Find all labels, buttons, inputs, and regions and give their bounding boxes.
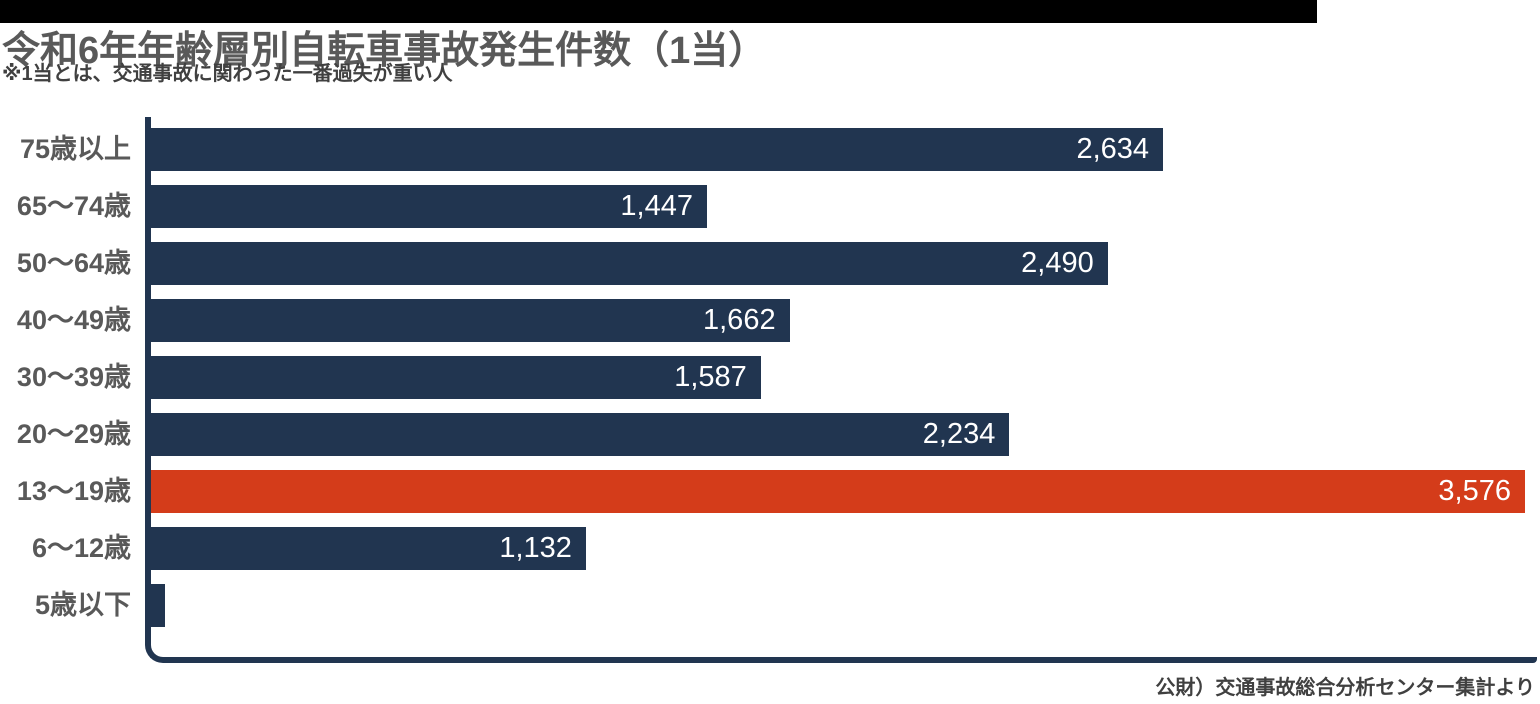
y-axis-label: 40〜49歳 [16,305,131,335]
bar: 1,662 [151,299,790,342]
bar: 1,447 [151,185,707,228]
bar-chart-axis-frame: 2,634 1,447 2,490 1,662 1,587 2,234 3,576 1,132… [145,117,1540,663]
bar: 2,634 [151,128,1164,171]
bar: 1,132 [151,527,586,570]
bar-value-label: 2,234 [922,418,996,450]
bar-value-label: 2,490 [1021,247,1094,279]
y-axis-label: 65〜74歳 [16,191,131,221]
bar-value-label: 1,447 [620,190,693,222]
bar-highlighted: 3,576 [151,470,1525,513]
bar: 2,490 [151,242,1108,285]
black-overlay-bar [0,0,1317,23]
y-axis-labels: 75歳以上 65〜74歳 50〜64歳 40〜49歳 30〜39歳 20〜29歳 13〜19… [0,117,131,627]
y-axis-label: 50〜64歳 [16,248,131,278]
bar-value-label: 1,132 [499,532,572,564]
bar-value-label: 2,634 [1076,133,1150,165]
bar-row: 14 [151,584,1540,627]
y-axis-label: 30〜39歳 [16,362,131,392]
bar-row: 1,662 [151,299,1525,342]
bar-value-label: 3,576 [1438,475,1511,507]
source-credit: 公財）交通事故総合分析センター集計より [1155,677,1535,699]
bar-row: 1,447 [151,185,1525,228]
bar-row: 2,490 [151,242,1525,285]
bar-value-label: 1,662 [703,304,776,336]
bar: 2,234 [151,413,1010,456]
bar-row: 3,576 [151,470,1525,513]
y-axis-label: 13〜19歳 [16,476,131,506]
bar-row: 1,587 [151,356,1525,399]
y-axis-label: 20〜29歳 [16,419,131,449]
chart-title: 令和6年年齢層別自転車事故発生件数（1当） [2,30,767,73]
bar-row: 2,234 [151,413,1525,456]
bar-row: 2,634 [151,128,1525,171]
y-axis-label: 75歳以上 [19,134,131,164]
bar: 1,587 [151,356,761,399]
chart-footnote: ※1当とは、交通事故に関わった一番過失が重い人 [2,63,453,85]
bar-value-label: 14 [1538,584,1540,627]
bar-row: 1,132 [151,527,1525,570]
y-axis-label: 6〜12歳 [31,533,131,563]
bar-chart-plot-area: 2,634 1,447 2,490 1,662 1,587 2,234 3,576 1,132… [151,117,1540,657]
bar-value-label: 1,587 [674,361,747,393]
y-axis-label: 5歳以下 [34,590,131,620]
bar: 14 [151,584,1540,627]
